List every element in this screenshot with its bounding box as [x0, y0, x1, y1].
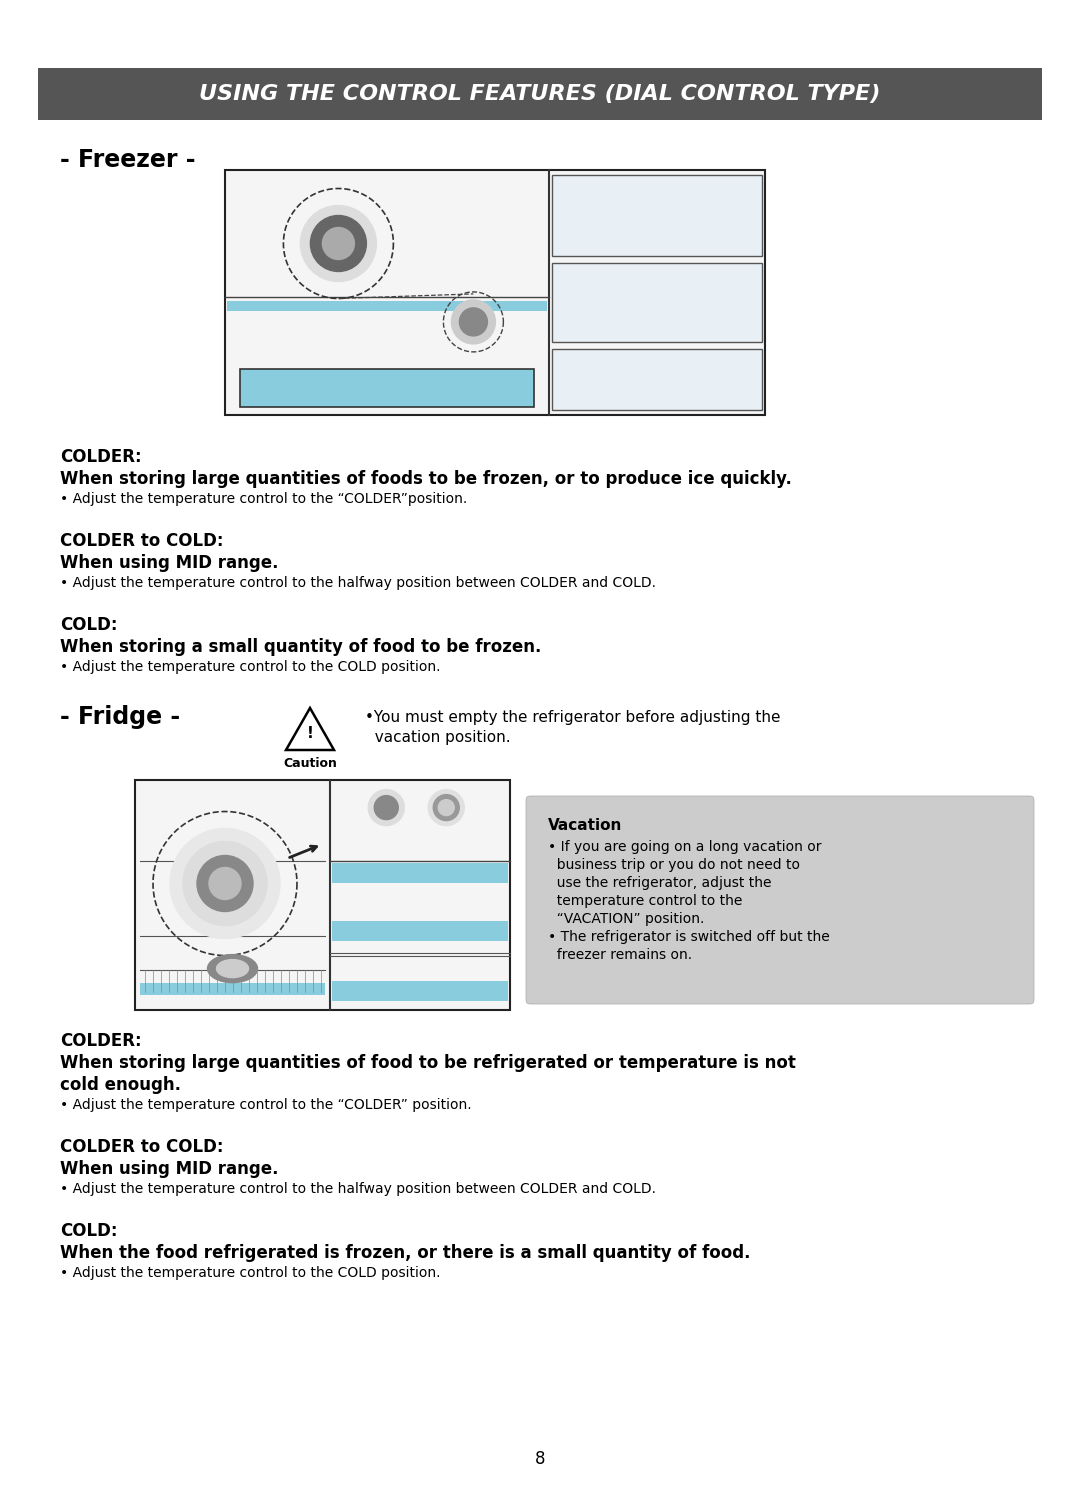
Text: temperature control to the: temperature control to the [548, 894, 742, 909]
Text: cold enough.: cold enough. [60, 1077, 181, 1094]
Text: COLDER:: COLDER: [60, 1032, 141, 1050]
Ellipse shape [216, 959, 248, 977]
Text: • The refrigerator is switched off but the: • The refrigerator is switched off but t… [548, 929, 829, 944]
Circle shape [375, 796, 399, 819]
Text: • Adjust the temperature control to the COLD position.: • Adjust the temperature control to the … [60, 1265, 441, 1280]
Text: COLD:: COLD: [60, 616, 118, 633]
Text: USING THE CONTROL FEATURES (DIAL CONTROL TYPE): USING THE CONTROL FEATURES (DIAL CONTROL… [200, 83, 880, 104]
Text: Vacation: Vacation [548, 818, 622, 833]
Circle shape [310, 216, 366, 272]
Text: use the refrigerator, adjust the: use the refrigerator, adjust the [548, 876, 771, 891]
Text: 8: 8 [535, 1450, 545, 1468]
Bar [240, 369, 534, 407]
Circle shape [300, 205, 377, 281]
Bar [552, 349, 762, 410]
Circle shape [368, 790, 404, 825]
Text: COLDER to COLD:: COLDER to COLD: [60, 1138, 224, 1155]
Text: - Fridge -: - Fridge - [60, 705, 180, 729]
Text: • Adjust the temperature control to the halfway position between COLDER and COLD: • Adjust the temperature control to the … [60, 575, 656, 590]
Text: When storing a small quantity of food to be frozen.: When storing a small quantity of food to… [60, 638, 541, 656]
Bar [552, 263, 762, 342]
Bar [332, 920, 508, 940]
Circle shape [429, 790, 464, 825]
Text: When storing large quantities of food to be refrigerated or temperature is not: When storing large quantities of food to… [60, 1054, 796, 1072]
Bar [332, 980, 508, 1001]
Bar [552, 175, 762, 256]
Bar [140, 983, 325, 995]
Text: •You must empty the refrigerator before adjusting the: •You must empty the refrigerator before … [365, 709, 781, 726]
FancyBboxPatch shape [526, 796, 1034, 1004]
Bar [38, 68, 1042, 120]
Text: “VACATION” position.: “VACATION” position. [548, 912, 704, 926]
Circle shape [170, 828, 280, 938]
Text: freezer remains on.: freezer remains on. [548, 949, 692, 962]
Text: - Freezer -: - Freezer - [60, 149, 195, 172]
Text: COLD:: COLD: [60, 1222, 118, 1240]
Bar [332, 862, 508, 882]
Text: COLDER to COLD:: COLDER to COLD: [60, 532, 224, 550]
Circle shape [438, 800, 455, 815]
Bar [135, 781, 510, 1010]
Circle shape [210, 867, 241, 900]
Circle shape [433, 794, 459, 821]
Polygon shape [286, 708, 334, 749]
Text: • Adjust the temperature control to the “COLDER”position.: • Adjust the temperature control to the … [60, 492, 468, 506]
Text: When using MID range.: When using MID range. [60, 555, 279, 572]
Text: vacation position.: vacation position. [365, 730, 511, 745]
Text: • Adjust the temperature control to the COLD position.: • Adjust the temperature control to the … [60, 660, 441, 674]
Text: When storing large quantities of foods to be frozen, or to produce ice quickly.: When storing large quantities of foods t… [60, 470, 792, 488]
Text: COLDER:: COLDER: [60, 448, 141, 465]
Text: • Adjust the temperature control to the halfway position between COLDER and COLD: • Adjust the temperature control to the … [60, 1182, 656, 1196]
Bar [227, 302, 546, 311]
Text: !: ! [307, 726, 313, 741]
Circle shape [451, 300, 496, 343]
Text: business trip or you do not need to: business trip or you do not need to [548, 858, 800, 871]
Ellipse shape [207, 955, 257, 983]
Circle shape [197, 855, 253, 912]
Circle shape [183, 842, 267, 925]
Text: When the food refrigerated is frozen, or there is a small quantity of food.: When the food refrigerated is frozen, or… [60, 1245, 751, 1262]
Bar [225, 170, 765, 415]
Circle shape [323, 228, 354, 260]
Text: Caution: Caution [283, 757, 337, 770]
Text: When using MID range.: When using MID range. [60, 1160, 279, 1178]
Text: • If you are going on a long vacation or: • If you are going on a long vacation or [548, 840, 822, 854]
Text: • Adjust the temperature control to the “COLDER” position.: • Adjust the temperature control to the … [60, 1097, 472, 1112]
Circle shape [459, 308, 487, 336]
